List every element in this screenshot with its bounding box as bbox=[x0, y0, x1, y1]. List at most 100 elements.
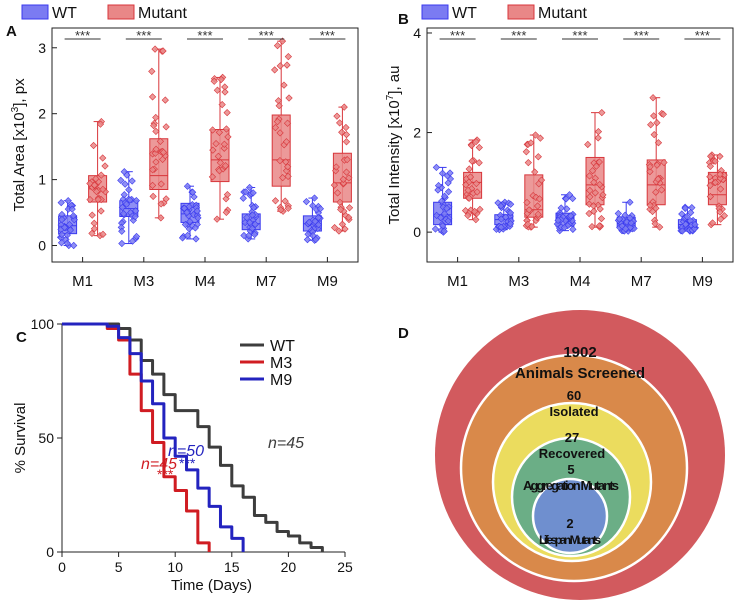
data-point-mutant bbox=[148, 181, 157, 189]
data-point-mutant bbox=[345, 213, 353, 222]
data-point-mutant bbox=[222, 208, 230, 216]
data-point-mutant bbox=[283, 119, 292, 127]
significance-label: *** bbox=[320, 28, 335, 43]
data-point-mutant bbox=[716, 170, 724, 178]
y-tick-label: 4 bbox=[413, 25, 421, 41]
x-tick-label: M1 bbox=[447, 273, 468, 290]
data-point-mutant bbox=[472, 138, 480, 146]
x-tick-label: 5 bbox=[115, 559, 123, 575]
data-point-wt bbox=[60, 223, 69, 232]
data-point-mutant bbox=[588, 223, 596, 231]
annotation-n-wt: n=45 bbox=[268, 435, 304, 452]
data-point-mutant bbox=[152, 158, 160, 166]
data-point-wt bbox=[443, 204, 451, 213]
data-point-mutant bbox=[654, 175, 662, 183]
data-point-mutant bbox=[222, 195, 230, 203]
data-point-mutant bbox=[531, 131, 540, 139]
data-point-mutant bbox=[465, 194, 473, 202]
data-point-mutant bbox=[649, 94, 657, 102]
data-point-wt bbox=[120, 210, 128, 218]
data-point-mutant bbox=[271, 124, 280, 132]
data-point-mutant bbox=[651, 219, 659, 228]
data-point-mutant bbox=[595, 158, 603, 166]
data-point-mutant bbox=[157, 180, 165, 188]
x-axis-label: Time (Days) bbox=[171, 577, 252, 594]
data-point-mutant bbox=[716, 174, 724, 182]
x-tick-label: M9 bbox=[692, 273, 713, 290]
data-point-wt bbox=[239, 194, 247, 202]
data-point-wt bbox=[183, 208, 191, 217]
data-point-mutant bbox=[223, 109, 231, 117]
data-point-mutant bbox=[208, 173, 217, 181]
data-point-wt bbox=[184, 231, 192, 240]
significance-label: *** bbox=[259, 28, 274, 43]
data-point-mutant bbox=[159, 155, 167, 164]
data-point-mutant bbox=[331, 224, 339, 232]
data-point-mutant bbox=[277, 206, 285, 214]
data-point-wt bbox=[122, 200, 131, 208]
data-point-mutant bbox=[275, 102, 283, 110]
data-point-mutant bbox=[215, 128, 223, 136]
data-point-wt bbox=[626, 214, 634, 222]
data-point-wt bbox=[249, 189, 257, 197]
data-point-mutant bbox=[588, 167, 597, 175]
data-point-wt bbox=[305, 218, 313, 226]
data-point-mutant bbox=[706, 173, 714, 181]
data-point-wt bbox=[58, 215, 66, 224]
data-point-mutant bbox=[657, 186, 666, 194]
data-point-mutant bbox=[466, 173, 475, 181]
data-point-mutant bbox=[594, 127, 603, 136]
data-point-mutant bbox=[708, 219, 717, 227]
data-point-mutant bbox=[220, 144, 228, 152]
data-point-wt bbox=[123, 171, 131, 179]
data-point-mutant bbox=[471, 207, 479, 216]
survival-line-m9 bbox=[62, 322, 245, 552]
data-point-mutant bbox=[716, 215, 725, 223]
data-point-wt bbox=[615, 215, 624, 223]
data-point-mutant bbox=[101, 162, 109, 170]
data-point-wt bbox=[242, 188, 250, 196]
data-point-wt bbox=[66, 226, 75, 234]
data-point-mutant bbox=[652, 188, 660, 196]
data-point-wt bbox=[683, 212, 691, 221]
data-point-mutant bbox=[462, 181, 470, 189]
data-point-wt bbox=[132, 232, 141, 241]
data-point-mutant bbox=[707, 152, 715, 160]
circle-lifespan-mutants bbox=[531, 477, 609, 555]
data-point-mutant bbox=[531, 168, 539, 176]
ring-label: Isolated bbox=[549, 404, 598, 419]
y-axis-label-part: Total Intensity [x10 bbox=[386, 100, 403, 224]
data-point-mutant bbox=[524, 159, 532, 167]
data-point-wt bbox=[497, 223, 505, 231]
data-point-wt bbox=[507, 200, 515, 208]
y-tick-label: 0 bbox=[38, 238, 46, 254]
x-tick-label: M3 bbox=[133, 273, 154, 290]
data-point-mutant bbox=[711, 157, 719, 165]
ring-count: 2 bbox=[566, 516, 573, 531]
ring-label: Aggregation Mutants bbox=[523, 478, 619, 493]
data-point-mutant bbox=[88, 211, 96, 219]
data-point-mutant bbox=[335, 227, 343, 235]
data-point-mutant bbox=[596, 205, 604, 213]
data-point-wt bbox=[438, 197, 446, 205]
data-point-mutant bbox=[221, 162, 230, 170]
data-point-wt bbox=[440, 192, 449, 200]
data-point-wt bbox=[248, 224, 256, 233]
data-point-mutant bbox=[284, 172, 292, 181]
data-point-mutant bbox=[90, 181, 99, 189]
data-point-mutant bbox=[650, 112, 658, 120]
data-point-wt bbox=[569, 194, 577, 203]
x-tick-label: M9 bbox=[317, 273, 338, 290]
data-point-mutant bbox=[340, 103, 348, 111]
data-point-mutant bbox=[534, 210, 542, 218]
data-point-wt bbox=[194, 214, 202, 222]
data-point-mutant bbox=[338, 220, 347, 228]
data-point-mutant bbox=[656, 223, 664, 231]
data-point-mutant bbox=[523, 198, 531, 207]
data-point-mutant bbox=[591, 189, 599, 197]
data-point-mutant bbox=[216, 159, 224, 167]
legend-label-wt: WT bbox=[270, 338, 295, 355]
data-point-wt bbox=[678, 210, 686, 218]
data-point-mutant bbox=[161, 96, 169, 104]
